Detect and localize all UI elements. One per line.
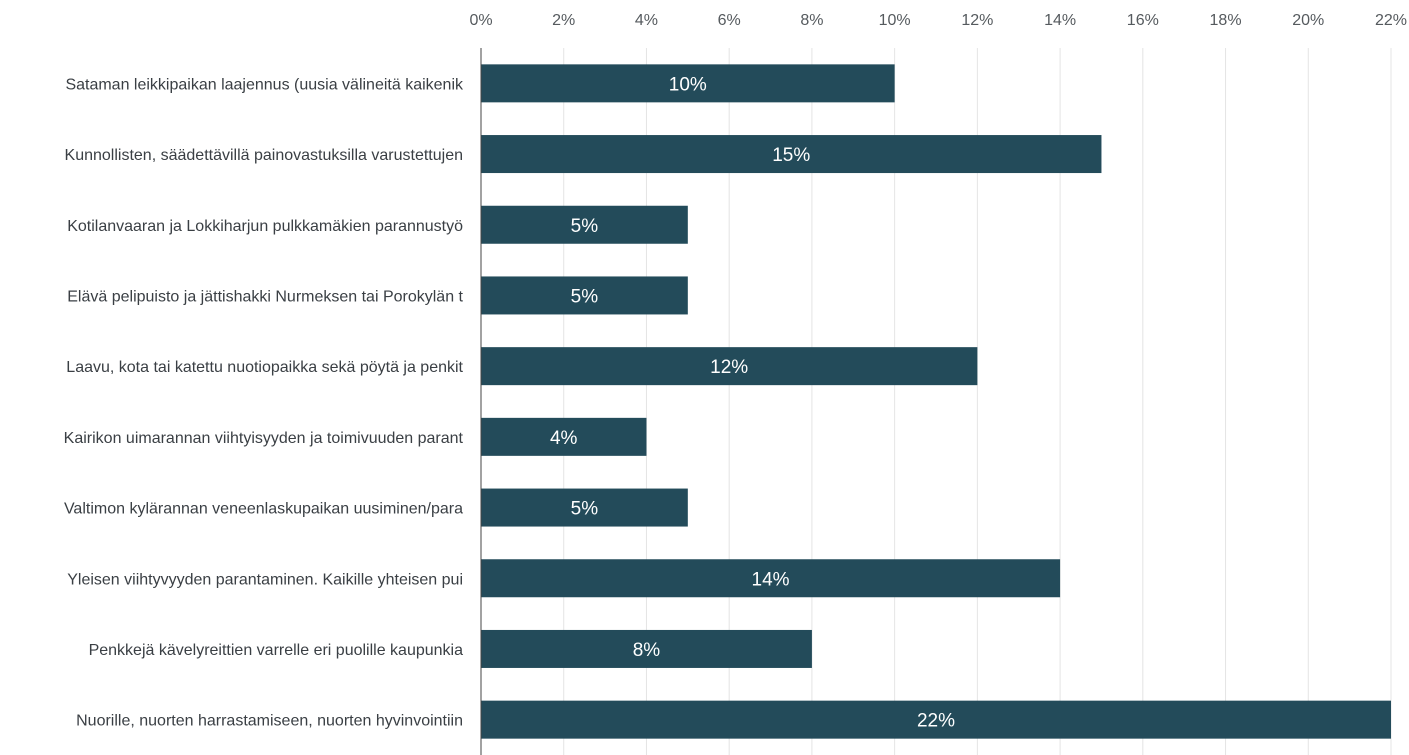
category-label: Valtimon kylärannan veneenlaskupaikan uu… <box>64 501 463 518</box>
x-axis-ticks: 0% 2% 4% 6% 8% 10% 12% 14% 16% 18% 20% 22% <box>469 12 1407 29</box>
x-tick-label: 10% <box>879 12 911 29</box>
x-tick-label: 6% <box>718 12 741 29</box>
category-label: Nuorille, nuorten harrastamiseen, nuorte… <box>76 713 463 730</box>
category-label: Laavu, kota tai katettu nuotiopaikka sek… <box>66 359 463 376</box>
category-label: Kairikon uimarannan viihtyisyyden ja toi… <box>64 430 464 447</box>
category-label: Penkkejä kävelyreittien varrelle eri puo… <box>89 642 464 659</box>
x-tick-label: 0% <box>469 12 492 29</box>
bar <box>481 64 895 103</box>
x-tick-label: 8% <box>800 12 823 29</box>
x-tick-label: 4% <box>635 12 658 29</box>
bar-value-label: 22% <box>917 711 955 732</box>
bar-value-label: 12% <box>710 357 748 378</box>
bar <box>481 488 688 527</box>
bar-value-label: 10% <box>669 74 707 95</box>
x-tick-label: 12% <box>961 12 993 29</box>
x-tick-label: 14% <box>1044 12 1076 29</box>
bar <box>481 417 647 456</box>
bar <box>481 347 978 386</box>
category-label: Elävä pelipuisto ja jättishakki Nurmekse… <box>67 288 463 305</box>
bar <box>481 276 688 315</box>
category-label: Yleisen viihtyvyyden parantaminen. Kaiki… <box>67 571 463 588</box>
category-label: Kunnollisten, säädettävillä painovastuks… <box>65 147 463 164</box>
bar <box>481 559 1061 598</box>
x-tick-label: 16% <box>1127 12 1159 29</box>
category-labels: Sataman leikkipaikan laajennus (uusia vä… <box>64 76 464 729</box>
x-tick-label: 20% <box>1292 12 1324 29</box>
bar-value-label: 5% <box>571 286 599 307</box>
bars: 10% 15% 5% 5% 12% 4% 5% 14% 8% 22% <box>481 64 1391 739</box>
bar-value-label: 15% <box>772 145 810 166</box>
bar-value-label: 5% <box>571 499 599 520</box>
x-tick-label: 22% <box>1375 12 1407 29</box>
x-tick-label: 2% <box>552 12 575 29</box>
bar <box>481 629 812 668</box>
bar-value-label: 5% <box>571 216 599 237</box>
bar <box>481 700 1391 739</box>
x-tick-label: 18% <box>1210 12 1242 29</box>
category-label: Sataman leikkipaikan laajennus (uusia vä… <box>65 76 464 93</box>
bar-value-label: 8% <box>633 640 661 661</box>
bar <box>481 135 1102 174</box>
bar-value-label: 14% <box>752 569 790 590</box>
bar-value-label: 4% <box>550 428 578 449</box>
bar <box>481 205 688 244</box>
category-label: Kotilanvaaran ja Lokkiharjun pulkkamäkie… <box>67 218 463 235</box>
